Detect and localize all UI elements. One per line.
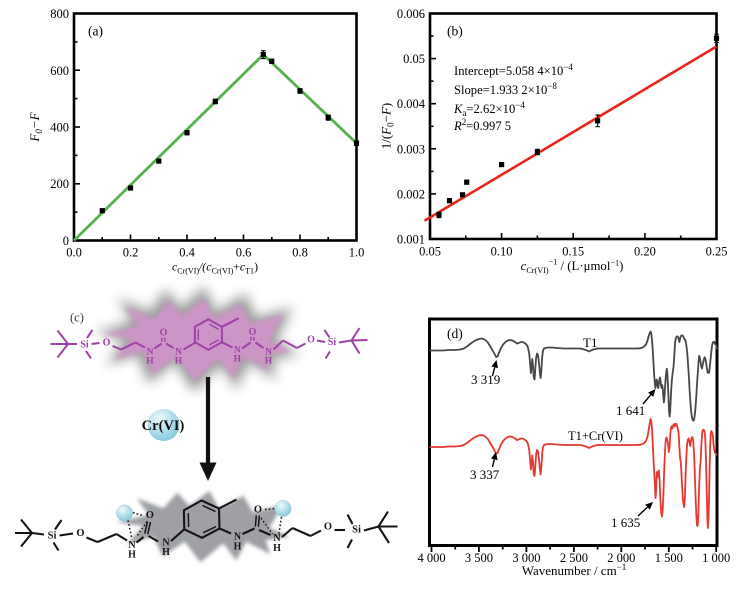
svg-text:(b): (b) [447,24,463,39]
svg-text:0.05: 0.05 [419,244,441,258]
svg-text:Si: Si [328,337,337,348]
svg-text:H: H [162,547,170,558]
svg-text:Wavenumber / cm−1: Wavenumber / cm−1 [522,562,627,578]
svg-text:0.003: 0.003 [397,142,425,156]
svg-text:0.004: 0.004 [397,97,426,111]
svg-text:4 000: 4 000 [417,551,445,565]
svg-text:1 641: 1 641 [616,403,645,418]
svg-text:Si: Si [48,531,57,542]
svg-text:Slope=1.933 2×10−8: Slope=1.933 2×10−8 [454,81,557,97]
svg-text:3 337: 3 337 [470,467,500,482]
svg-text:0.15: 0.15 [562,244,584,258]
svg-text:0.05: 0.05 [403,52,425,66]
svg-text:0.8: 0.8 [292,245,308,259]
svg-text:0.6: 0.6 [236,245,252,259]
svg-text:H: H [234,355,242,365]
svg-text:(c): (c) [70,311,84,325]
svg-text:Si: Si [352,525,361,536]
svg-text:T1+Cr(VI): T1+Cr(VI) [568,429,623,443]
svg-text:3 500: 3 500 [465,551,493,565]
svg-text:1.0: 1.0 [349,245,365,259]
svg-text:200: 200 [50,177,69,191]
svg-text:H: H [128,550,136,561]
svg-text:0.4: 0.4 [179,245,195,259]
svg-text:800: 800 [50,7,69,21]
svg-text:Cr(VI): Cr(VI) [142,418,185,434]
svg-text:400: 400 [50,121,69,135]
svg-text:H: H [146,357,154,367]
svg-text:H: H [234,542,242,553]
svg-text:O: O [324,522,332,533]
svg-text:1 500: 1 500 [655,551,683,565]
svg-text:0.006: 0.006 [397,7,425,21]
svg-text:T1: T1 [583,335,597,350]
svg-text:O: O [307,335,315,346]
svg-text:600: 600 [50,64,69,78]
svg-text:0.0: 0.0 [66,245,82,259]
svg-text:3 319: 3 319 [471,372,500,387]
svg-text:0.20: 0.20 [634,244,656,258]
svg-text:(a): (a) [88,24,103,39]
svg-text:(d): (d) [447,326,463,341]
svg-text:Si: Si [80,340,89,351]
svg-text:H: H [175,357,183,367]
svg-text:Intercept=5.058 4×10−4: Intercept=5.058 4×10−4 [454,62,573,78]
svg-text:O: O [103,338,111,349]
svg-text:1 635: 1 635 [611,515,640,530]
svg-text:0.10: 0.10 [491,244,513,258]
svg-text:O: O [76,528,84,539]
svg-text:O: O [254,505,262,516]
svg-text:O: O [160,328,168,339]
svg-text:1 000: 1 000 [702,551,730,565]
svg-text:O: O [249,327,257,338]
svg-text:0.25: 0.25 [706,244,728,258]
svg-text:0.2: 0.2 [123,245,139,259]
svg-text:F0−F: F0−F [27,111,44,142]
svg-text:H: H [273,543,281,554]
svg-text:0.002: 0.002 [397,187,425,201]
svg-text:H: H [265,357,273,367]
svg-text:O: O [146,510,154,521]
